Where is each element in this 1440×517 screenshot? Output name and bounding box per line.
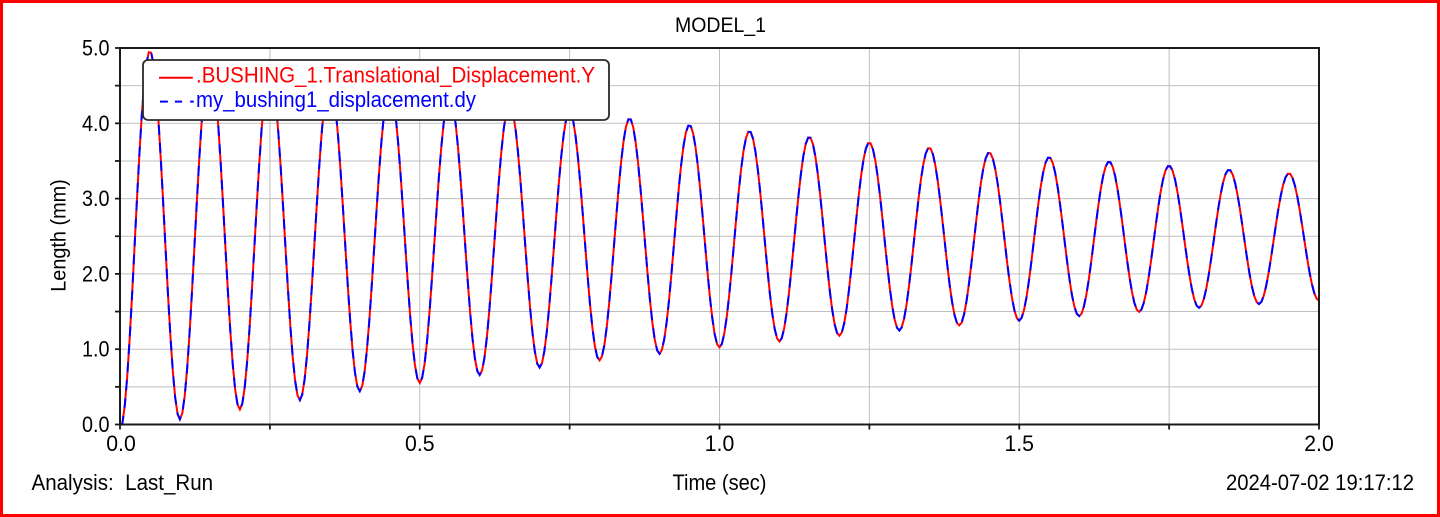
svg-text:1.0: 1.0 [82, 337, 110, 362]
svg-text:4.0: 4.0 [82, 111, 110, 136]
svg-text:my_bushing1_displacement.dy: my_bushing1_displacement.dy [196, 87, 477, 112]
svg-text:2.0: 2.0 [1304, 431, 1334, 456]
svg-text:0.0: 0.0 [106, 431, 136, 456]
svg-text:5.0: 5.0 [82, 36, 110, 61]
svg-text:MODEL_1: MODEL_1 [675, 14, 766, 37]
svg-text:.BUSHING_1.Translational_Displ: .BUSHING_1.Translational_Displacement.Y [196, 63, 595, 88]
svg-text:1.0: 1.0 [705, 431, 735, 456]
svg-text:0.5: 0.5 [405, 431, 435, 456]
svg-text:3.0: 3.0 [82, 186, 110, 211]
svg-text:Analysis: Last_Run: Analysis: Last_Run [32, 470, 214, 495]
svg-text:Length (mm): Length (mm) [48, 179, 71, 292]
svg-text:Time (sec): Time (sec) [673, 470, 767, 495]
svg-text:1.5: 1.5 [1004, 431, 1034, 456]
svg-text:0.0: 0.0 [82, 412, 110, 437]
svg-text:2.0: 2.0 [82, 261, 110, 286]
svg-text:2024-07-02 19:17:12: 2024-07-02 19:17:12 [1226, 470, 1414, 495]
